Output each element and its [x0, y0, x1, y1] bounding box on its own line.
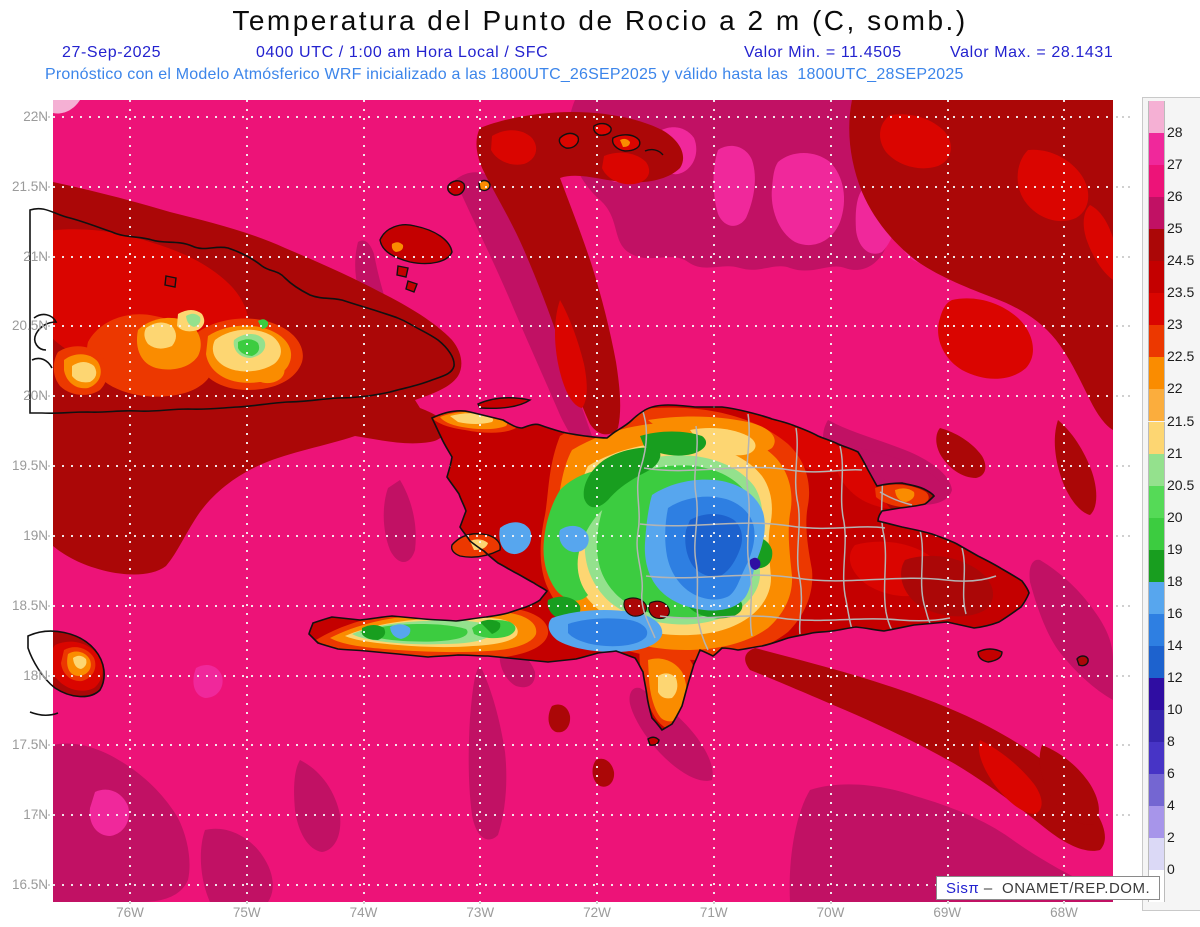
lat-label: 18.5N	[11, 597, 48, 613]
colorbar-swatch	[1148, 389, 1165, 422]
colorbar-swatch	[1148, 261, 1165, 294]
lat-label: 20N	[23, 388, 48, 404]
watermark-org: ONAMET/REP.DOM.	[1002, 879, 1151, 897]
colorbar-swatch	[1148, 485, 1165, 518]
colorbar-swatch	[1148, 165, 1165, 198]
colorbar-swatch	[1148, 293, 1165, 326]
colorbar-label: 22.5	[1167, 348, 1195, 365]
lat-label: 19N	[23, 527, 48, 543]
colorbar-label: 21	[1167, 444, 1183, 461]
colorbar-label: 4	[1167, 797, 1175, 814]
lat-label: 22N	[23, 109, 48, 124]
lon-label: 75W	[232, 905, 261, 920]
colorbar-swatch	[1148, 517, 1165, 550]
colorbar-swatch	[1148, 581, 1165, 614]
colorbar-label: 12	[1167, 668, 1183, 685]
coastlines	[27, 207, 1030, 731]
lon-label: 69W	[933, 905, 962, 920]
watermark-dash: –	[979, 879, 1003, 897]
colorbar-swatch	[1148, 197, 1165, 230]
lon-label: 74W	[349, 905, 378, 920]
lat-label: 20.5N	[11, 318, 48, 334]
colorbar-swatch	[1148, 453, 1165, 486]
colorbar-label: 21.5	[1167, 412, 1195, 429]
colorbar-swatch	[1148, 133, 1165, 166]
forecast-description: Pronóstico con el Modelo Atmósferico WRF…	[45, 66, 964, 83]
lon-label: 76W	[116, 905, 144, 920]
colorbar-label: 23	[1167, 316, 1183, 333]
lon-label: 72W	[583, 905, 611, 920]
colorbar-label: 6	[1167, 765, 1175, 782]
colorbar-swatch	[1148, 613, 1165, 646]
colorbar-swatch	[1148, 645, 1165, 678]
colorbar-label: 25	[1167, 220, 1183, 237]
colorbar-swatch	[1148, 806, 1165, 839]
colorbar-label: 20	[1167, 508, 1183, 525]
contour-field	[53, 100, 1113, 902]
lat-label: 16.5N	[11, 877, 48, 893]
colorbar-swatch	[1148, 838, 1165, 871]
colorbar-swatch	[1148, 742, 1165, 775]
value-max: Valor Max. = 28.1431	[950, 44, 1114, 61]
colorbar-label: 22	[1167, 380, 1183, 397]
page-title: Temperatura del Punto de Rocio a 2 m (C,…	[232, 5, 968, 36]
colorbar-label: 10	[1167, 700, 1183, 717]
value-min: Valor Min. = 11.4505	[744, 44, 902, 61]
colorbar-label: 8	[1167, 733, 1175, 749]
lat-label: 17N	[23, 807, 48, 823]
lon-label: 71W	[699, 905, 728, 920]
valid-time: 0400 UTC / 1:00 am Hora Local / SFC	[256, 44, 549, 61]
colorbar-swatch	[1148, 101, 1165, 134]
lon-label: 73W	[466, 905, 495, 920]
colorbar-swatch	[1148, 677, 1165, 710]
province-borders	[636, 408, 997, 651]
colorbar-label: 2	[1167, 829, 1175, 846]
colorbar-label: 18	[1167, 572, 1183, 589]
colorbar-swatch	[1148, 709, 1165, 742]
colorbar-label: 0	[1167, 861, 1175, 878]
lat-label: 18N	[23, 667, 48, 683]
colorbar-swatch	[1148, 421, 1165, 454]
colorbar-label: 27	[1167, 156, 1183, 173]
lon-label: 68W	[1050, 905, 1078, 920]
colorbar-swatch	[1148, 774, 1165, 807]
lat-label: 19.5N	[11, 458, 48, 474]
valid-date: 27-Sep-2025	[62, 44, 162, 61]
lon-label: 70W	[816, 905, 845, 920]
colorbar-swatch	[1148, 357, 1165, 390]
lat-label: 21N	[23, 248, 48, 264]
lat-label: 21.5N	[11, 178, 48, 194]
colorbar-label: 24.5	[1167, 252, 1195, 269]
watermark-brand: Sisπ	[946, 879, 980, 897]
watermark-box: Sisπ – ONAMET/REP.DOM.	[936, 876, 1161, 900]
colorbar-label: 23.5	[1167, 284, 1195, 301]
colorbar-swatch	[1148, 325, 1165, 358]
colorbar-label: 19	[1167, 540, 1183, 557]
colorbar-label: 20.5	[1167, 476, 1195, 493]
colorbar-label: 16	[1167, 604, 1183, 621]
colorbar-swatch	[1148, 549, 1165, 582]
colorbar-swatch	[1148, 229, 1165, 262]
colorbar-label: 26	[1167, 188, 1183, 205]
colorbar-label: 28	[1167, 124, 1183, 141]
colorbar-label: 14	[1167, 636, 1183, 653]
lat-label: 17.5N	[11, 737, 48, 753]
